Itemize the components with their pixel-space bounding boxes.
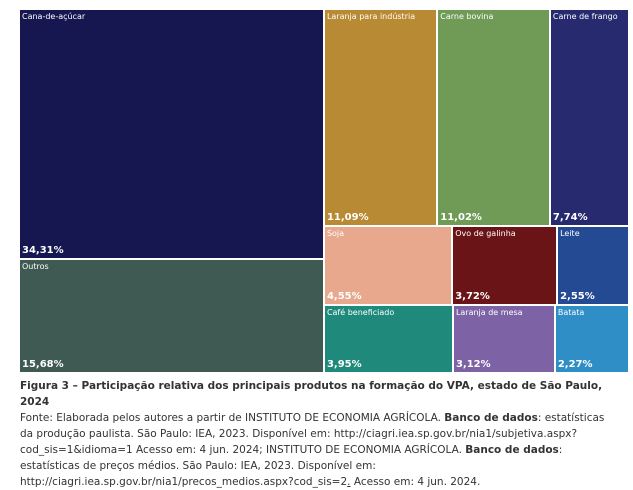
treemap-tile: Café beneficiado 3,95%	[324, 306, 454, 374]
tile-value: 2,55%	[560, 291, 595, 302]
tile-value: 7,74%	[552, 212, 588, 224]
tile-value: 2,27%	[557, 358, 593, 370]
tile-label: Batata	[557, 308, 585, 318]
treemap-tile: Laranja para indústria 11,09%	[324, 10, 439, 228]
tile-label: Soja	[326, 229, 345, 239]
tile-label: Cana-de-açúcar	[22, 12, 86, 21]
tile-value: 11,02%	[440, 212, 482, 224]
figure-caption: Figura 3 – Participação relativa dos pri…	[20, 378, 620, 490]
tile-value: 4,55%	[326, 291, 362, 302]
treemap-tile: Carne bovina 11,02%	[438, 10, 551, 228]
tile-label: Leite	[560, 229, 580, 239]
tile-value: 34,31%	[22, 244, 64, 256]
database-label: Banco de dados	[465, 444, 559, 456]
source-end: Acesso em: 4 jun. 2024.	[350, 476, 481, 488]
tile-value: 11,09%	[326, 212, 369, 224]
figure-source: Fonte: Elaborada pelos autores a partir …	[20, 410, 620, 490]
treemap-tile: Carne de frango 7,74%	[550, 10, 630, 228]
tile-label: Ovo de galinha	[455, 229, 516, 239]
database-label: Banco de dados	[444, 412, 538, 424]
figure-title: Figura 3 – Participação relativa dos pri…	[20, 378, 620, 410]
treemap-tile: Batata 2,27%	[555, 306, 630, 374]
tile-value: 15,68%	[22, 358, 64, 370]
source-text: : estatísticas da produção paulista. São…	[20, 412, 605, 456]
figure-title-text: – Participação relativa dos principais p…	[20, 380, 603, 408]
tile-label: Carne de frango	[552, 12, 618, 21]
tile-label: Laranja de mesa	[455, 308, 523, 318]
tile-value: 3,72%	[455, 291, 490, 302]
tile-label: Café beneficiado	[326, 308, 395, 318]
tile-label: Outros	[22, 261, 49, 271]
tile-label: Laranja para indústria	[326, 12, 416, 21]
treemap-tile: Soja 4,55%	[324, 227, 454, 306]
treemap-tile: Cana-de-açúcar 34,31%	[20, 10, 325, 260]
treemap-chart: Cana-de-açúcar 34,31% Outros 15,68% Laranja …	[20, 10, 630, 374]
treemap-tile: Ovo de galinha 3,72%	[453, 227, 559, 306]
source-prefix: Fonte: Elaborada pelos autores a partir …	[20, 412, 445, 424]
tile-value: 3,12%	[455, 358, 491, 370]
treemap-tile: Outros 15,68%	[20, 259, 325, 374]
treemap-tile: Leite 2,55%	[558, 227, 630, 306]
tile-label: Carne bovina	[440, 12, 494, 21]
treemap-tile: Laranja de mesa 3,12%	[453, 306, 556, 374]
tile-value: 3,95%	[326, 358, 362, 370]
figure-label: Figura 3	[20, 380, 69, 392]
